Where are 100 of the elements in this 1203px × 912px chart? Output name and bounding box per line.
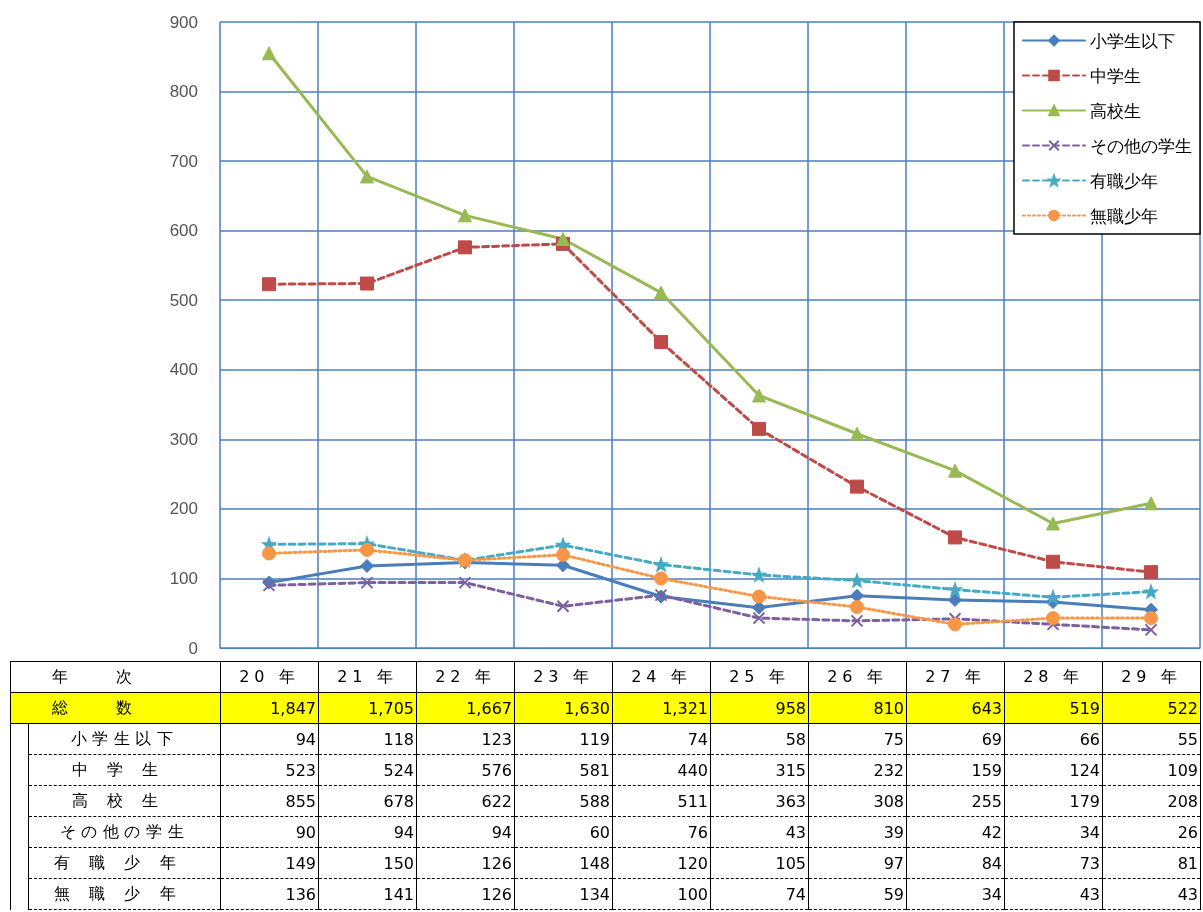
legend-label: その他の学生 [1090,135,1192,156]
y-tick-label: 500 [169,290,198,310]
data-label: 622 [416,785,515,817]
y-tick-label: 400 [169,360,198,380]
data-label: 58 [710,723,809,755]
data-label: 94 [220,723,319,755]
y-tick-label: 300 [169,429,198,449]
text: 519 [1069,698,1100,718]
text: 有職少年 [54,852,195,872]
x-tick-label: 28 年 [1004,661,1103,693]
y-tick-label: 0 [188,638,198,658]
data-label: 100 [612,878,711,910]
data-label: 66 [1004,723,1103,755]
data-label: 55 [1102,723,1201,755]
data-label: 363 [710,785,809,817]
data-label: 73 [1004,847,1103,879]
legend-label: 無職少年 [1090,205,1158,226]
text: 810 [873,698,904,718]
data-label: 576 [416,754,515,786]
y-tick-label: 100 [169,568,198,588]
data-label: 126 [416,847,515,879]
data-label: 148 [514,847,613,879]
x-tick-label: 26 年 [808,661,907,693]
y-tick-label: 800 [169,82,198,102]
data-label: 26 [1102,816,1201,848]
data-label: 109 [1102,754,1201,786]
text: 無職少年 [54,883,195,903]
data-label: 42 [906,816,1005,848]
data-label: 39 [808,816,907,848]
legend-label: 高校生 [1090,100,1141,121]
text: 1,847 [270,698,316,718]
text: 高校生 [71,790,178,810]
x-tick-label: 24 年 [612,661,711,693]
y-tick-label: 900 [169,12,198,32]
text: 1,630 [564,698,610,718]
x-tick-label: 22 年 [416,661,515,693]
data-label: 90 [220,816,319,848]
text: その他の学生 [59,821,190,841]
x-tick-label: 20 年 [220,661,319,693]
data-label: 43 [1102,878,1201,910]
text: 1,705 [368,698,414,718]
data-label: 134 [514,878,613,910]
data-label: 34 [1004,816,1103,848]
text: 958 [775,698,806,718]
data-label: 118 [318,723,417,755]
data-label: 678 [318,785,417,817]
data-label: 69 [906,723,1005,755]
data-label: 179 [1004,785,1103,817]
data-label: 440 [612,754,711,786]
data-label: 159 [906,754,1005,786]
text: 522 [1167,698,1198,718]
data-label: 123 [416,723,515,755]
data-label: 855 [220,785,319,817]
data-label: 75 [808,723,907,755]
data-label: 43 [710,816,809,848]
data-label: 81 [1102,847,1201,879]
data-label: 511 [612,785,711,817]
x-tick-label: 23 年 [514,661,613,693]
legend-label: 小学生以下 [1090,30,1175,51]
data-label: 94 [416,816,515,848]
data-label: 74 [710,878,809,910]
legend-label: 有職少年 [1090,170,1158,191]
data-label: 149 [220,847,319,879]
data-label: 232 [808,754,907,786]
y-tick-label: 600 [169,221,198,241]
data-label: 84 [906,847,1005,879]
data-label: 124 [1004,754,1103,786]
text: 小学生以下 [70,728,179,748]
data-label: 43 [1004,878,1103,910]
data-label: 136 [220,878,319,910]
y-tick-label: 200 [169,499,198,519]
text: 1,321 [662,698,708,718]
data-label: 120 [612,847,711,879]
data-label: 308 [808,785,907,817]
data-label: 59 [808,878,907,910]
data-label: 97 [808,847,907,879]
data-label: 315 [710,754,809,786]
text: 643 [971,698,1002,718]
data-label: 105 [710,847,809,879]
data-label: 141 [318,878,417,910]
data-label: 255 [906,785,1005,817]
data-label: 523 [220,754,319,786]
data-label: 581 [514,754,613,786]
data-label: 119 [514,723,613,755]
legend-label: 中学生 [1090,65,1141,86]
data-label: 34 [906,878,1005,910]
data-label: 74 [612,723,711,755]
x-axis-title: 年次 [10,661,221,693]
x-tick-label: 29 年 [1102,661,1201,693]
y-tick-label: 700 [169,151,198,171]
data-label: 588 [514,785,613,817]
data-label: 150 [318,847,417,879]
data-label: 60 [514,816,613,848]
text: 総数 [10,692,221,724]
data-label: 126 [416,878,515,910]
text: 1,667 [466,698,512,718]
x-tick-label: 21 年 [318,661,417,693]
data-label: 208 [1102,785,1201,817]
data-label: 524 [318,754,417,786]
text: 中学生 [71,759,178,779]
